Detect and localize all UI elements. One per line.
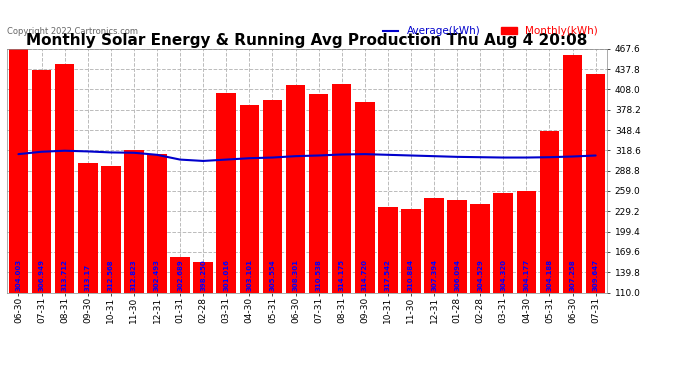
Text: 313.712: 313.712 xyxy=(61,259,68,291)
Text: 304.529: 304.529 xyxy=(477,259,483,291)
Text: 308.301: 308.301 xyxy=(293,259,299,291)
Title: Monthly Solar Energy & Running Avg Production Thu Aug 4 20:08: Monthly Solar Energy & Running Avg Produ… xyxy=(26,33,588,48)
Bar xyxy=(378,207,397,292)
Text: 304.177: 304.177 xyxy=(524,259,529,291)
Text: 304.188: 304.188 xyxy=(546,259,553,291)
Bar xyxy=(471,204,490,292)
Bar xyxy=(32,70,51,292)
Bar xyxy=(309,94,328,292)
Bar xyxy=(517,191,536,292)
Text: 310.538: 310.538 xyxy=(315,259,322,291)
Bar xyxy=(586,74,605,292)
Text: 317.542: 317.542 xyxy=(385,259,391,291)
Bar xyxy=(424,198,444,292)
Bar xyxy=(239,105,259,292)
Bar xyxy=(78,163,97,292)
Bar xyxy=(9,49,28,292)
Bar xyxy=(332,84,351,292)
Text: 398.250: 398.250 xyxy=(200,260,206,291)
Bar xyxy=(493,193,513,292)
Text: 304.320: 304.320 xyxy=(500,259,506,291)
Text: 313.17: 313.17 xyxy=(85,264,90,291)
Bar xyxy=(217,93,236,292)
Text: 312.568: 312.568 xyxy=(108,260,114,291)
Text: 310.884: 310.884 xyxy=(408,259,414,291)
Text: 307.394: 307.394 xyxy=(431,259,437,291)
Text: 304.003: 304.003 xyxy=(15,259,21,291)
Bar xyxy=(355,102,375,292)
Bar xyxy=(193,262,213,292)
Bar xyxy=(124,150,144,292)
Bar xyxy=(447,200,467,292)
Bar xyxy=(147,154,167,292)
Text: 314.175: 314.175 xyxy=(339,259,345,291)
Text: 309.647: 309.647 xyxy=(593,259,599,291)
Bar xyxy=(401,209,421,292)
Text: 302.689: 302.689 xyxy=(177,260,183,291)
Text: Copyright 2022 Cartronics.com: Copyright 2022 Cartronics.com xyxy=(7,27,138,36)
Legend: Average(kWh), Monthly(kWh): Average(kWh), Monthly(kWh) xyxy=(378,22,602,40)
Text: 312.823: 312.823 xyxy=(131,260,137,291)
Text: 302.493: 302.493 xyxy=(154,259,160,291)
Bar xyxy=(540,131,560,292)
Text: 306.094: 306.094 xyxy=(454,259,460,291)
Bar xyxy=(101,166,121,292)
Text: 307.258: 307.258 xyxy=(569,260,575,291)
Bar xyxy=(563,55,582,292)
Text: 306.949: 306.949 xyxy=(39,259,45,291)
Bar xyxy=(286,85,305,292)
Bar xyxy=(170,257,190,292)
Text: 301.016: 301.016 xyxy=(224,259,229,291)
Text: 303.101: 303.101 xyxy=(246,259,253,291)
Text: 314.720: 314.720 xyxy=(362,259,368,291)
Bar xyxy=(55,64,75,292)
Bar xyxy=(263,100,282,292)
Text: 305.554: 305.554 xyxy=(269,260,275,291)
